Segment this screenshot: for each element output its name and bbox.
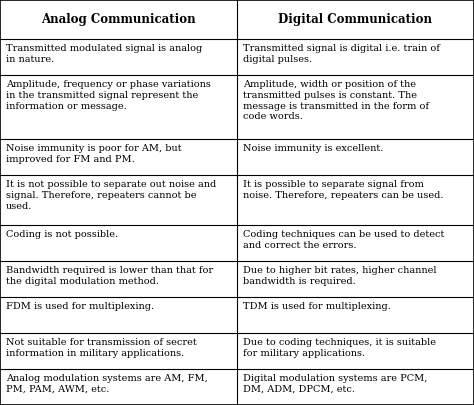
Text: Transmitted signal is digital i.e. train of
digital pulses.: Transmitted signal is digital i.e. train… xyxy=(243,44,439,64)
Text: FDM is used for multiplexing.: FDM is used for multiplexing. xyxy=(6,302,154,311)
Text: Coding is not possible.: Coding is not possible. xyxy=(6,230,118,239)
Text: It is not possible to separate out noise and
signal. Therefore, repeaters cannot: It is not possible to separate out noise… xyxy=(6,180,216,211)
Text: Analog modulation systems are AM, FM,
PM, PAM, AWM, etc.: Analog modulation systems are AM, FM, PM… xyxy=(6,374,208,394)
Text: Amplitude, frequency or phase variations
in the transmitted signal represent the: Amplitude, frequency or phase variations… xyxy=(6,80,210,111)
Text: Due to coding techniques, it is suitable
for military applications.: Due to coding techniques, it is suitable… xyxy=(243,338,436,358)
Text: TDM is used for multiplexing.: TDM is used for multiplexing. xyxy=(243,302,391,311)
Text: Due to higher bit rates, higher channel
bandwidth is required.: Due to higher bit rates, higher channel … xyxy=(243,266,436,286)
Text: Analog Communication: Analog Communication xyxy=(41,13,196,26)
Text: Bandwidth required is lower than that for
the digital modulation method.: Bandwidth required is lower than that fo… xyxy=(6,266,213,286)
Text: Digital modulation systems are PCM,
DM, ADM, DPCM, etc.: Digital modulation systems are PCM, DM, … xyxy=(243,374,427,394)
Text: Amplitude, width or position of the
transmitted pulses is constant. The
message : Amplitude, width or position of the tran… xyxy=(243,80,428,122)
Text: Noise immunity is excellent.: Noise immunity is excellent. xyxy=(243,144,383,153)
Text: It is possible to separate signal from
noise. Therefore, repeaters can be used.: It is possible to separate signal from n… xyxy=(243,180,443,200)
Text: Digital Communication: Digital Communication xyxy=(279,13,432,26)
Text: Not suitable for transmission of secret
information in military applications.: Not suitable for transmission of secret … xyxy=(6,338,196,358)
Text: Transmitted modulated signal is analog
in nature.: Transmitted modulated signal is analog i… xyxy=(6,44,202,64)
Text: Noise immunity is poor for AM, but
improved for FM and PM.: Noise immunity is poor for AM, but impro… xyxy=(6,144,182,164)
Text: Coding techniques can be used to detect
and correct the errors.: Coding techniques can be used to detect … xyxy=(243,230,444,250)
